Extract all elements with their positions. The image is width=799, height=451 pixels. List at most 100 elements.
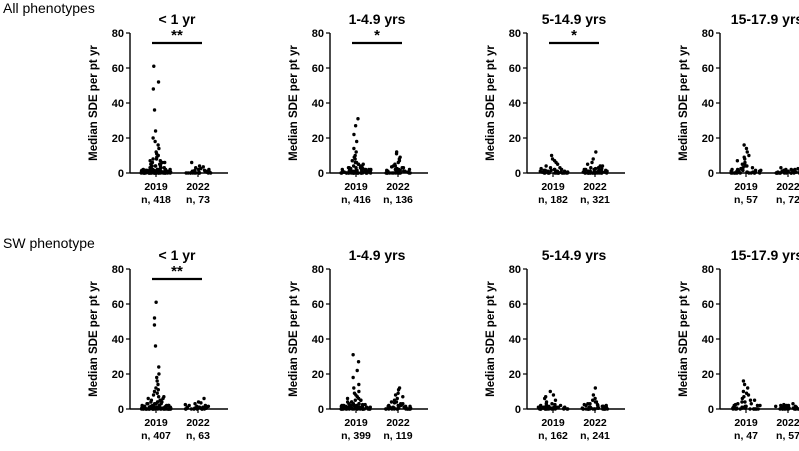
data-point <box>796 166 799 171</box>
data-point <box>196 400 201 404</box>
data-point <box>740 405 744 409</box>
data-point <box>546 169 550 173</box>
data-point <box>752 398 757 402</box>
data-point <box>587 405 591 409</box>
data-point <box>396 403 400 408</box>
data-point <box>538 169 543 173</box>
data-point <box>396 391 400 395</box>
data-point <box>353 160 358 165</box>
data-point <box>562 169 567 173</box>
chart-title: < 1 yr <box>159 11 197 27</box>
data-point <box>157 365 161 369</box>
n-label: n, 119 <box>383 430 412 442</box>
data-point <box>345 396 350 401</box>
data-point <box>398 155 402 159</box>
data-point <box>745 150 749 154</box>
x-tick-label: 2019 <box>734 181 758 193</box>
data-point <box>356 360 361 364</box>
data-point <box>592 170 597 174</box>
data-point <box>368 405 372 409</box>
data-point <box>354 150 358 154</box>
data-point <box>189 160 194 165</box>
n-label: n, 73 <box>186 194 210 206</box>
data-point <box>148 159 152 163</box>
data-point <box>152 108 157 112</box>
data-point <box>352 146 356 151</box>
data-point <box>152 316 157 320</box>
data-point <box>747 153 751 158</box>
data-point <box>735 406 739 410</box>
data-point <box>353 398 358 402</box>
data-point <box>167 403 171 408</box>
data-point <box>363 167 368 172</box>
data-point <box>539 403 543 408</box>
chart-title: 5-14.9 yrs <box>542 247 607 263</box>
data-point <box>156 388 160 392</box>
data-point <box>550 402 554 406</box>
n-label: n, 57 <box>776 430 799 442</box>
data-point <box>168 170 173 174</box>
y-tick-label: 0 <box>708 404 714 416</box>
data-point <box>153 344 158 348</box>
data-point <box>600 166 604 171</box>
data-point <box>201 165 205 169</box>
data-point <box>395 396 399 401</box>
n-label: n, 136 <box>383 194 413 206</box>
data-point <box>369 167 373 172</box>
data-point <box>340 167 344 172</box>
y-tick-label: 0 <box>118 404 124 416</box>
data-point <box>163 160 167 165</box>
chart-title: 15-17.9 yrs <box>731 247 799 263</box>
data-point <box>155 379 159 383</box>
data-point <box>162 395 166 399</box>
data-point <box>604 168 608 173</box>
data-point <box>393 162 397 166</box>
y-tick-label: 40 <box>312 334 324 346</box>
data-point <box>741 379 746 383</box>
data-point <box>349 400 354 404</box>
y-tick-label: 80 <box>312 264 324 276</box>
data-point <box>197 405 202 409</box>
data-point <box>793 167 797 172</box>
data-point <box>151 87 156 91</box>
n-label: n, 416 <box>341 194 371 206</box>
data-point <box>352 386 356 390</box>
data-point <box>741 389 746 394</box>
data-point <box>740 400 744 404</box>
data-point <box>393 393 398 397</box>
data-point <box>357 389 361 394</box>
y-tick-label: 40 <box>509 334 521 346</box>
data-point <box>150 160 155 165</box>
y-tick-label: 40 <box>112 98 124 110</box>
data-point <box>585 162 590 166</box>
data-point <box>594 400 599 404</box>
y-tick-label: 80 <box>702 264 714 276</box>
data-point <box>353 153 357 158</box>
data-point <box>748 407 752 411</box>
chart-panel: 15-17.9 yrs Median SDE per pt yr 0 20 40 60 80… <box>678 247 799 442</box>
data-point <box>384 407 388 411</box>
data-point <box>151 157 155 161</box>
data-point <box>600 404 605 409</box>
n-label: n, 321 <box>580 194 610 206</box>
data-point <box>156 80 161 84</box>
data-point <box>357 382 361 387</box>
data-point <box>154 300 158 304</box>
data-point <box>730 167 734 172</box>
data-point <box>206 404 211 409</box>
data-point <box>735 159 740 163</box>
data-point <box>184 171 188 175</box>
y-tick-label: 60 <box>509 63 521 75</box>
data-point <box>401 402 405 406</box>
data-point <box>793 404 798 409</box>
data-point <box>391 405 395 409</box>
data-point <box>566 407 570 411</box>
data-point <box>401 395 405 399</box>
x-tick-label: 2022 <box>186 181 210 193</box>
data-point <box>406 170 410 174</box>
x-tick-label: 2022 <box>386 417 410 429</box>
data-point <box>154 150 158 154</box>
data-point <box>187 403 191 408</box>
data-point <box>593 166 598 171</box>
data-point <box>779 403 783 408</box>
